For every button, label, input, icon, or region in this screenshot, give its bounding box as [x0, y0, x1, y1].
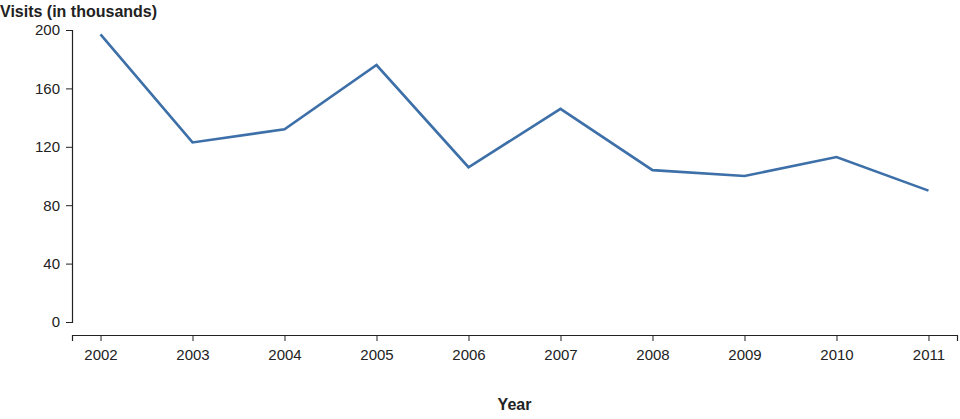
x-tick-label: 2010 [820, 346, 853, 363]
x-tick-mark [101, 335, 102, 341]
x-tick-label: 2007 [544, 346, 577, 363]
y-axis-line [66, 31, 73, 323]
x-axis: 2002 2003 2004 2005 2006 2007 2008 2009 2010 2011 [73, 335, 958, 363]
y-tick: 200 [35, 21, 72, 38]
y-tick-label: 160 [35, 80, 60, 97]
x-tick: 2010 [820, 335, 853, 363]
y-tick-mark [66, 322, 72, 323]
y-tick-mark [66, 147, 72, 148]
x-tick-label: 2004 [268, 346, 301, 363]
y-tick: 160 [35, 80, 72, 97]
x-tick-mark [285, 335, 286, 341]
y-tick-label: 40 [43, 255, 60, 272]
chart: 0408012016020020022003200420052006200720… [0, 0, 960, 419]
y-tick: 120 [35, 138, 72, 155]
x-tick-mark [469, 335, 470, 341]
x-tick-label: 2003 [176, 346, 209, 363]
x-tick-label: 2006 [452, 346, 485, 363]
x-tick-mark [193, 335, 194, 341]
y-tick-label: 120 [35, 138, 60, 155]
x-tick-label: 2005 [360, 346, 393, 363]
x-tick: 2003 [176, 335, 209, 363]
y-tick: 40 [43, 255, 72, 272]
x-tick-mark [560, 335, 561, 341]
y-tick: 0 [52, 313, 72, 330]
plot-area [101, 34, 929, 190]
x-tick-mark [377, 335, 378, 341]
x-tick-label: 2002 [84, 346, 117, 363]
data-line [101, 34, 929, 190]
x-tick: 2009 [728, 335, 761, 363]
x-tick-mark [836, 335, 837, 341]
x-tick: 2004 [268, 335, 301, 363]
y-axis-title: Visits (in thousands) [0, 3, 157, 20]
y-axis: 0 40 80 120 160 200 [35, 21, 73, 330]
x-axis-title: Year [498, 396, 532, 413]
x-tick: 2005 [360, 335, 393, 363]
y-tick-label: 200 [35, 21, 60, 38]
y-tick-label: 80 [43, 197, 60, 214]
y-tick-mark [66, 88, 72, 89]
x-tick: 2008 [636, 335, 669, 363]
x-tick: 2007 [544, 335, 577, 363]
x-tick: 2006 [452, 335, 485, 363]
x-tick-mark [652, 335, 653, 341]
y-tick-label: 0 [52, 313, 60, 330]
x-axis-line [73, 336, 958, 342]
x-tick: 2011 [913, 335, 945, 363]
x-tick-label: 2008 [636, 346, 669, 363]
y-tick-mark [66, 205, 72, 206]
x-tick-label: 2011 [913, 346, 945, 363]
x-tick-mark [928, 335, 929, 341]
x-tick-mark [744, 335, 745, 341]
x-tick: 2002 [84, 335, 117, 363]
x-tick-label: 2009 [728, 346, 761, 363]
y-tick: 80 [43, 197, 72, 214]
y-tick-mark [66, 264, 72, 265]
y-tick-mark [66, 30, 72, 31]
